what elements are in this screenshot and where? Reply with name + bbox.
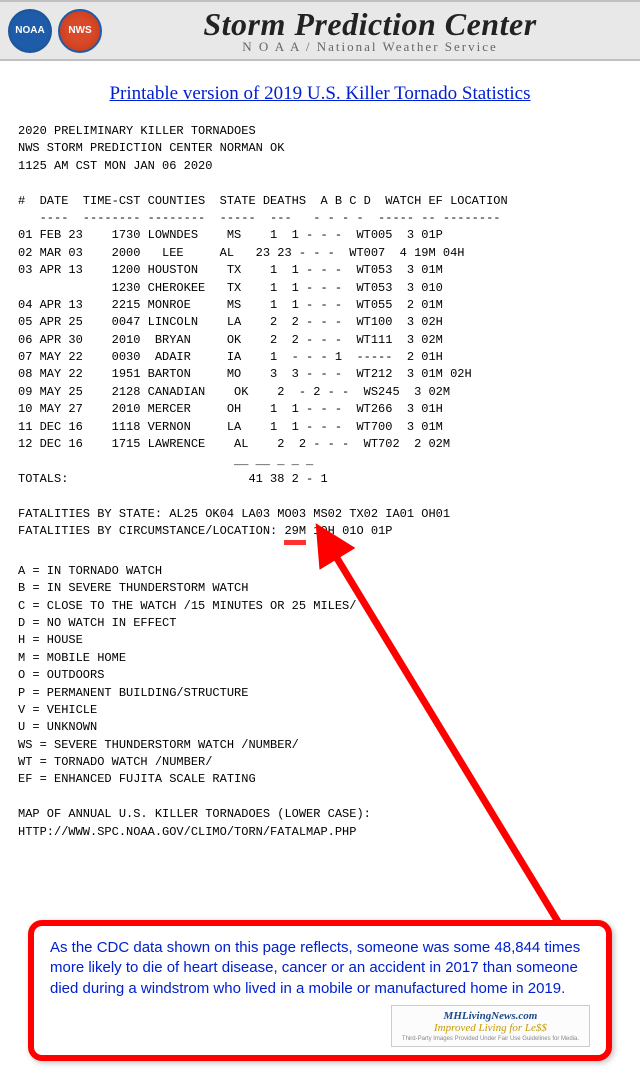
legend-item: EF = ENHANCED FUJITA SCALE RATING bbox=[18, 772, 256, 786]
legend-item: A = IN TORNADO WATCH bbox=[18, 564, 162, 578]
noaa-logo-icon: NOAA bbox=[8, 9, 52, 53]
report-center: NWS STORM PREDICTION CENTER NORMAN OK bbox=[18, 141, 284, 155]
header-title-wrap: Storm Prediction Center N O A A / Nation… bbox=[108, 6, 632, 55]
table-row: 02 MAR 03 2000 LEE AL 23 23 - - - WT007 … bbox=[18, 246, 464, 260]
legend-item: C = CLOSE TO THE WATCH /15 MINUTES OR 25… bbox=[18, 599, 356, 613]
map-label: MAP OF ANNUAL U.S. KILLER TORNADOES (LOW… bbox=[18, 807, 371, 821]
map-url: HTTP://WWW.SPC.NOAA.GOV/CLIMO/TORN/FATAL… bbox=[18, 825, 356, 839]
table-header-row: # DATE TIME-CST COUNTIES STATE DEATHS A … bbox=[18, 194, 508, 208]
fatalities-by-circumstance: FATALITIES BY CIRCUMSTANCE/LOCATION: 29M… bbox=[18, 524, 392, 538]
callout-box: As the CDC data shown on this page refle… bbox=[28, 920, 612, 1061]
legend-item: P = PERMANENT BUILDING/STRUCTURE bbox=[18, 686, 248, 700]
report-timestamp: 1125 AM CST MON JAN 06 2020 bbox=[18, 159, 212, 173]
table-row: 06 APR 30 2010 BRYAN OK 2 2 - - - WT111 … bbox=[18, 333, 443, 347]
callout-logo-area: MHLivingNews.com Improved Living for Le$… bbox=[50, 1005, 590, 1047]
nws-logo-icon: NWS bbox=[58, 9, 102, 53]
legend-item: B = IN SEVERE THUNDERSTORM WATCH bbox=[18, 581, 248, 595]
table-row: 03 APR 13 1200 HOUSTON TX 1 1 - - - WT05… bbox=[18, 263, 443, 277]
fatalities-by-state: FATALITIES BY STATE: AL25 OK04 LA03 MO03… bbox=[18, 507, 450, 521]
legend-item: V = VEHICLE bbox=[18, 703, 97, 717]
table-dash-row: ---- -------- -------- ----- --- - - - -… bbox=[18, 211, 500, 225]
mh-logo-title: MHLivingNews.com bbox=[402, 1010, 579, 1022]
legend-item: D = NO WATCH IN EFFECT bbox=[18, 616, 176, 630]
page-subtitle: N O A A / National Weather Service bbox=[108, 39, 632, 55]
table-row: 12 DEC 16 1715 LAWRENCE AL 2 2 - - - WT7… bbox=[18, 437, 450, 451]
tornado-report: 2020 PRELIMINARY KILLER TORNADOES NWS ST… bbox=[18, 123, 630, 841]
table-row: 07 MAY 22 0030 ADAIR IA 1 - - - 1 ----- … bbox=[18, 350, 443, 364]
callout-text: As the CDC data shown on this page refle… bbox=[50, 938, 590, 999]
table-row: 04 APR 13 2215 MONROE MS 1 1 - - - WT055… bbox=[18, 298, 443, 312]
totals-row: TOTALS: 41 38 2 - 1 bbox=[18, 472, 328, 486]
table-row: 05 APR 25 0047 LINCOLN LA 2 2 - - - WT10… bbox=[18, 315, 443, 329]
table-row: 1230 CHEROKEE TX 1 1 - - - WT053 3 010 bbox=[18, 281, 443, 295]
legend-item: U = UNKNOWN bbox=[18, 720, 97, 734]
table-row: 09 MAY 25 2128 CANADIAN OK 2 - 2 - - WS2… bbox=[18, 385, 450, 399]
table-row: 08 MAY 22 1951 BARTON MO 3 3 - - - WT212… bbox=[18, 367, 472, 381]
legend-item: M = MOBILE HOME bbox=[18, 651, 126, 665]
printable-version-link[interactable]: Printable version of 2019 U.S. Killer To… bbox=[0, 83, 640, 105]
legend-item: WT = TORNADO WATCH /NUMBER/ bbox=[18, 755, 212, 769]
totals-dash: __ __ _ _ _ bbox=[18, 454, 313, 468]
highlight-29m: 29M bbox=[284, 523, 306, 545]
legend-item: O = OUTDOORS bbox=[18, 668, 104, 682]
table-row: 11 DEC 16 1118 VERNON LA 1 1 - - - WT700… bbox=[18, 420, 443, 434]
table-row: 01 FEB 23 1730 LOWNDES MS 1 1 - - - WT00… bbox=[18, 228, 443, 242]
mh-living-news-logo: MHLivingNews.com Improved Living for Le$… bbox=[391, 1005, 590, 1047]
table-row: 10 MAY 27 2010 MERCER OH 1 1 - - - WT266… bbox=[18, 402, 443, 416]
mh-logo-tagline: Improved Living for Le$$ bbox=[402, 1022, 579, 1034]
report-title: 2020 PRELIMINARY KILLER TORNADOES bbox=[18, 124, 256, 138]
legend-item: H = HOUSE bbox=[18, 633, 83, 647]
header-bar: NOAA NWS Storm Prediction Center N O A A… bbox=[0, 0, 640, 61]
mh-logo-fineprint: Third-Party Images Provided Under Fair U… bbox=[402, 1036, 579, 1042]
page-title: Storm Prediction Center bbox=[108, 6, 632, 43]
legend-item: WS = SEVERE THUNDERSTORM WATCH /NUMBER/ bbox=[18, 738, 299, 752]
